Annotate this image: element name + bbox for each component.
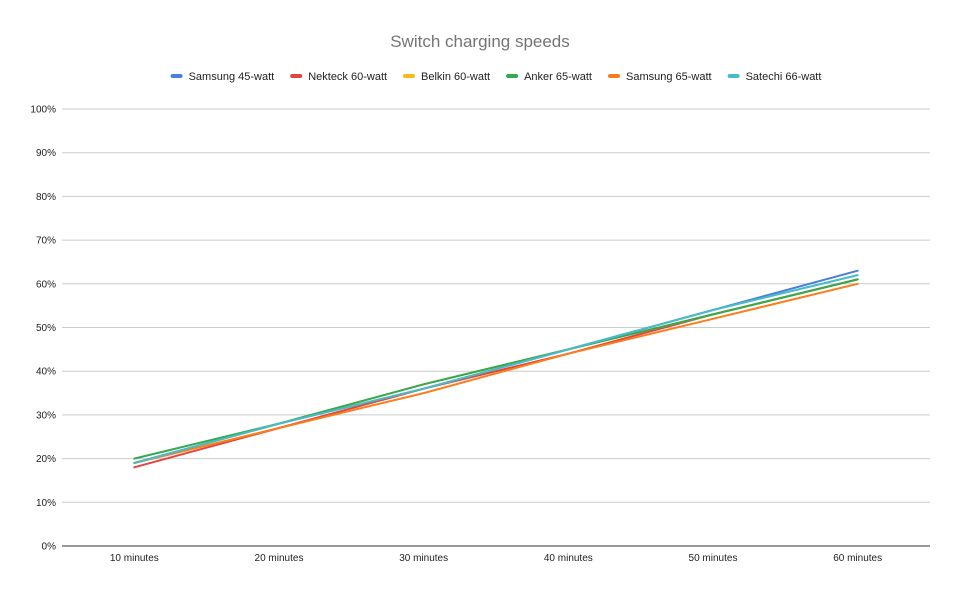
legend-swatch: [290, 74, 303, 78]
y-axis: 0% 10% 20% 30% 40% 50% 60% 70% 80% 90% 100%: [30, 105, 56, 553]
legend-swatch: [170, 74, 183, 78]
x-tick-label: 40 minutes: [544, 553, 593, 564]
legend-item: Anker 65-watt: [506, 71, 592, 83]
legend: Samsung 45-watt Nekteck 60-watt Belkin 60-…: [170, 71, 822, 83]
legend-label: Satechi 66-watt: [746, 71, 822, 83]
legend-label: Anker 65-watt: [524, 71, 592, 83]
y-tick-label: 40%: [36, 367, 56, 378]
legend-item: Nekteck 60-watt: [290, 71, 387, 83]
series-line-5: [133, 282, 859, 464]
x-tick-label: 10 minutes: [110, 553, 159, 564]
y-tick-label: 70%: [36, 236, 56, 247]
gridlines: [62, 108, 930, 503]
series-line-6: [133, 274, 859, 464]
x-tick-label: 60 minutes: [833, 553, 882, 564]
legend-swatch: [608, 74, 620, 78]
y-tick-label: 50%: [36, 323, 56, 334]
legend-label: Samsung 65-watt: [626, 71, 712, 83]
legend-swatch: [506, 74, 519, 78]
y-tick-label: 30%: [36, 410, 56, 421]
legend-swatch: [727, 74, 740, 78]
x-axis: 10 minutes 20 minutes 30 minutes 40 minutes…: [62, 545, 930, 564]
series-lines: [133, 269, 859, 469]
x-tick-label: 20 minutes: [255, 553, 304, 564]
legend-label: Samsung 45-watt: [189, 71, 275, 83]
chart-title: Switch charging speeds: [390, 32, 570, 51]
legend-item: Samsung 65-watt: [608, 71, 712, 83]
x-tick-label: 50 minutes: [689, 553, 738, 564]
legend-item: Belkin 60-watt: [403, 71, 490, 83]
legend-swatch: [403, 74, 415, 78]
y-tick-label: 60%: [36, 279, 56, 290]
y-tick-label: 20%: [36, 454, 56, 465]
legend-label: Nekteck 60-watt: [308, 71, 387, 83]
legend-item: Satechi 66-watt: [727, 71, 822, 83]
y-tick-label: 100%: [30, 105, 56, 116]
y-tick-label: 10%: [36, 498, 56, 509]
y-tick-label: 0%: [42, 542, 57, 553]
y-tick-label: 90%: [36, 148, 56, 159]
x-tick-label: 30 minutes: [399, 553, 448, 564]
y-tick-label: 80%: [36, 192, 56, 203]
legend-label: Belkin 60-watt: [421, 71, 490, 83]
legend-item: Samsung 45-watt: [170, 71, 275, 83]
